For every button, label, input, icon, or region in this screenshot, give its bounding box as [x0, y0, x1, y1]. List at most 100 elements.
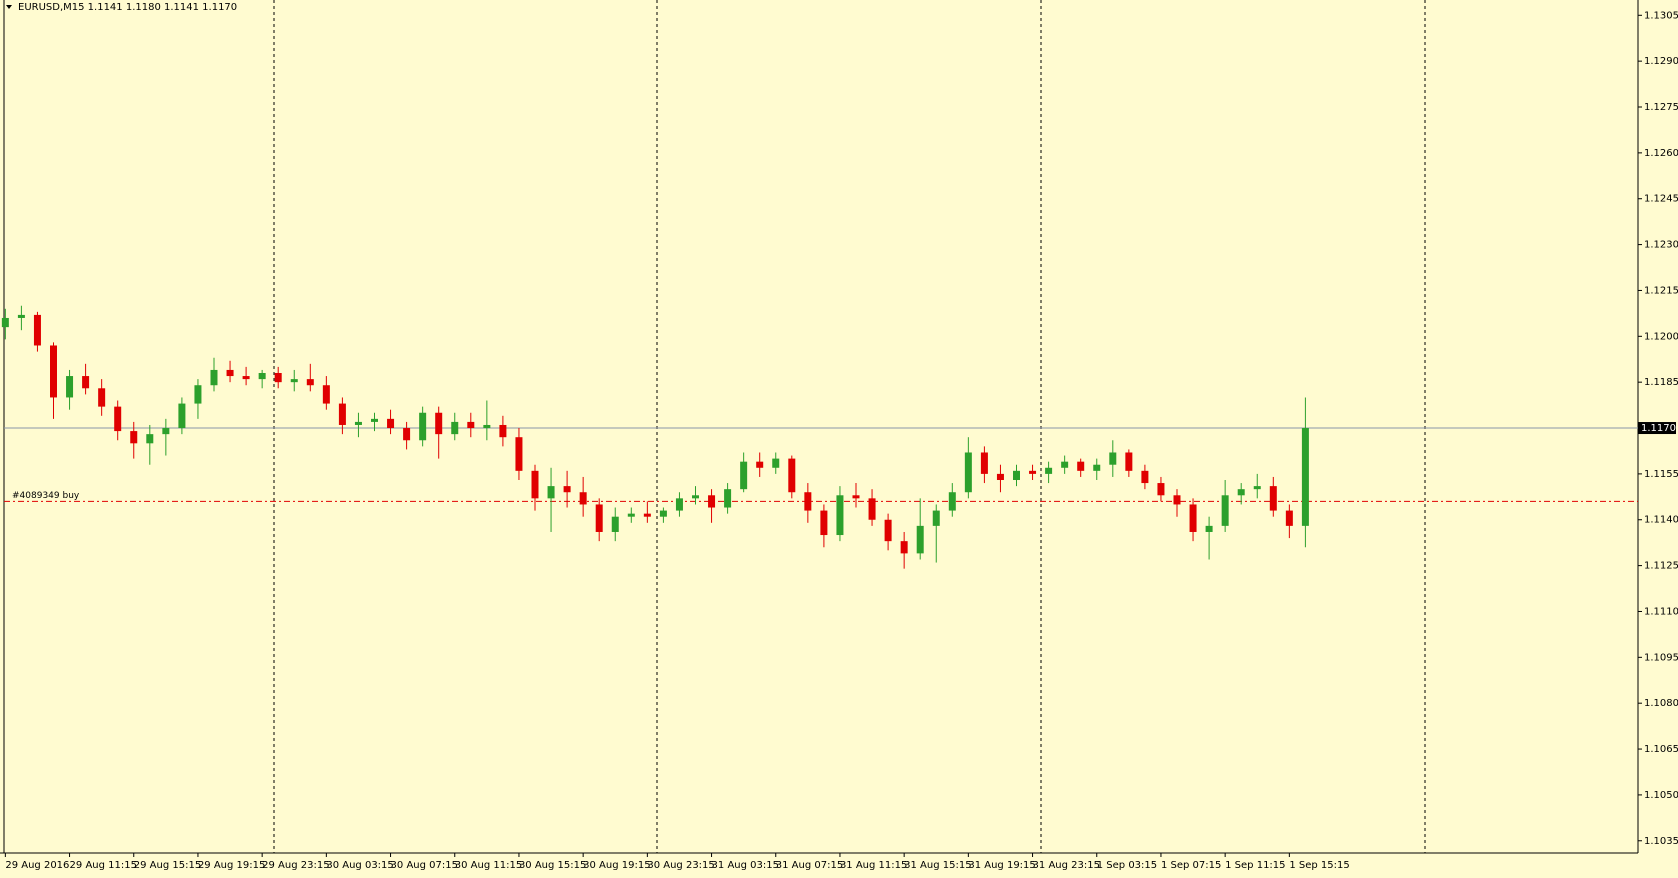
y-tick-label: 1.1290: [1644, 56, 1678, 67]
candle-body: [290, 379, 298, 383]
candle-body: [178, 403, 186, 429]
y-tick-label: 1.1035: [1644, 836, 1678, 847]
candle-body: [900, 541, 908, 554]
y-tick-label: 1.1260: [1644, 148, 1678, 159]
y-tick-label: 1.1215: [1644, 285, 1678, 296]
candle-body: [515, 437, 523, 471]
candle-body: [932, 510, 940, 526]
x-tick-label: 31 Aug 23:15: [1033, 860, 1100, 871]
candle-body: [226, 369, 234, 377]
candle-body: [964, 452, 972, 493]
candle-body: [146, 434, 154, 444]
x-tick-label: 31 Aug 07:15: [776, 860, 843, 871]
candle-body: [563, 486, 571, 493]
y-tick-label: 1.1050: [1644, 790, 1678, 801]
candle-body: [772, 458, 780, 468]
candle-body: [708, 495, 716, 508]
y-tick-label: 1.1275: [1644, 102, 1678, 113]
candle-body: [948, 492, 956, 511]
candle-body: [82, 376, 90, 389]
candle-body: [162, 428, 170, 435]
candle-body: [451, 421, 459, 435]
x-tick-label: 29 Aug 19:15: [198, 860, 265, 871]
y-tick-label: 1.1095: [1644, 652, 1678, 663]
candle-body: [258, 372, 266, 380]
candle-body: [611, 516, 619, 532]
candle-body: [435, 412, 443, 435]
candle-body: [996, 473, 1004, 481]
candle-body: [692, 495, 699, 499]
candle-body: [916, 525, 924, 554]
x-tick-label: 30 Aug 23:15: [647, 860, 714, 871]
candle-body: [820, 510, 828, 536]
candle-body: [338, 403, 346, 425]
order-label: #4089349 buy: [12, 491, 80, 501]
x-tick-label: 30 Aug 07:15: [391, 860, 458, 871]
x-tick-label: 30 Aug 03:15: [326, 860, 393, 871]
candle-body: [483, 424, 491, 429]
chart-title: EURUSD,M15 1.1141 1.1180 1.1141 1.1170: [18, 2, 237, 13]
candle-body: [1125, 452, 1133, 471]
candle-body: [403, 428, 411, 441]
y-tick-label: 1.1125: [1644, 561, 1678, 572]
candle-body: [1253, 486, 1261, 490]
x-tick-label: 1 Sep 03:15: [1097, 860, 1157, 871]
candle-body: [130, 431, 138, 444]
candle-body: [66, 376, 74, 398]
candle-body: [531, 470, 539, 499]
x-tick-label: 1 Sep 07:15: [1161, 860, 1221, 871]
y-tick-label: 1.1200: [1644, 331, 1678, 342]
y-tick-label: 1.1230: [1644, 240, 1678, 251]
bid-box: [1638, 422, 1676, 435]
candle-body: [274, 372, 282, 383]
candle-body: [322, 385, 330, 404]
y-tick-label: 1.1245: [1644, 194, 1678, 205]
candle-body: [210, 369, 218, 386]
candle-body: [1093, 464, 1101, 471]
candle-body: [1, 317, 9, 328]
candle-body: [547, 486, 555, 499]
candle-body: [1061, 461, 1069, 468]
candle-body: [627, 513, 635, 517]
bid-label: 1.1170: [1641, 423, 1676, 434]
x-tick-label: 30 Aug 15:15: [519, 860, 586, 871]
candle-body: [1013, 470, 1020, 481]
candle-body: [740, 461, 748, 490]
candle-body: [1221, 495, 1229, 526]
candle-body: [659, 510, 667, 517]
y-tick-label: 1.1305: [1644, 10, 1678, 21]
candle-body: [868, 498, 876, 520]
x-tick-label: 31 Aug 15:15: [904, 860, 971, 871]
x-tick-label: 30 Aug 19:15: [583, 860, 650, 871]
y-tick-label: 1.1140: [1644, 515, 1678, 526]
x-tick-label: 1 Sep 11:15: [1225, 860, 1285, 871]
x-tick-label: 29 Aug 2016: [5, 860, 69, 871]
candle-body: [354, 421, 362, 425]
y-tick-label: 1.1110: [1644, 606, 1678, 617]
y-tick-label: 1.1185: [1644, 377, 1678, 388]
candle-body: [50, 345, 57, 398]
y-tick-label: 1.1155: [1644, 469, 1678, 480]
y-tick-label: 1.1080: [1644, 698, 1678, 709]
candle-body: [1173, 495, 1181, 505]
candle-body: [419, 412, 427, 441]
candle-body: [1157, 483, 1165, 496]
candle-body: [371, 418, 378, 422]
title-arrow: [6, 5, 12, 9]
candle-body: [306, 379, 314, 386]
candle-body: [1109, 452, 1117, 465]
candle-body: [1205, 525, 1213, 532]
x-tick-label: 30 Aug 11:15: [455, 860, 522, 871]
x-tick-label: 31 Aug 03:15: [712, 860, 779, 871]
candle-body: [17, 314, 25, 318]
x-tick-label: 29 Aug 23:15: [262, 860, 329, 871]
candle-body: [1077, 461, 1085, 471]
candle-body: [836, 495, 844, 536]
candle-body: [804, 492, 812, 511]
period-separators: [273, 0, 1426, 853]
x-tick-label: 31 Aug 11:15: [840, 860, 907, 871]
candle-body: [643, 513, 651, 517]
candle-body: [242, 376, 250, 380]
